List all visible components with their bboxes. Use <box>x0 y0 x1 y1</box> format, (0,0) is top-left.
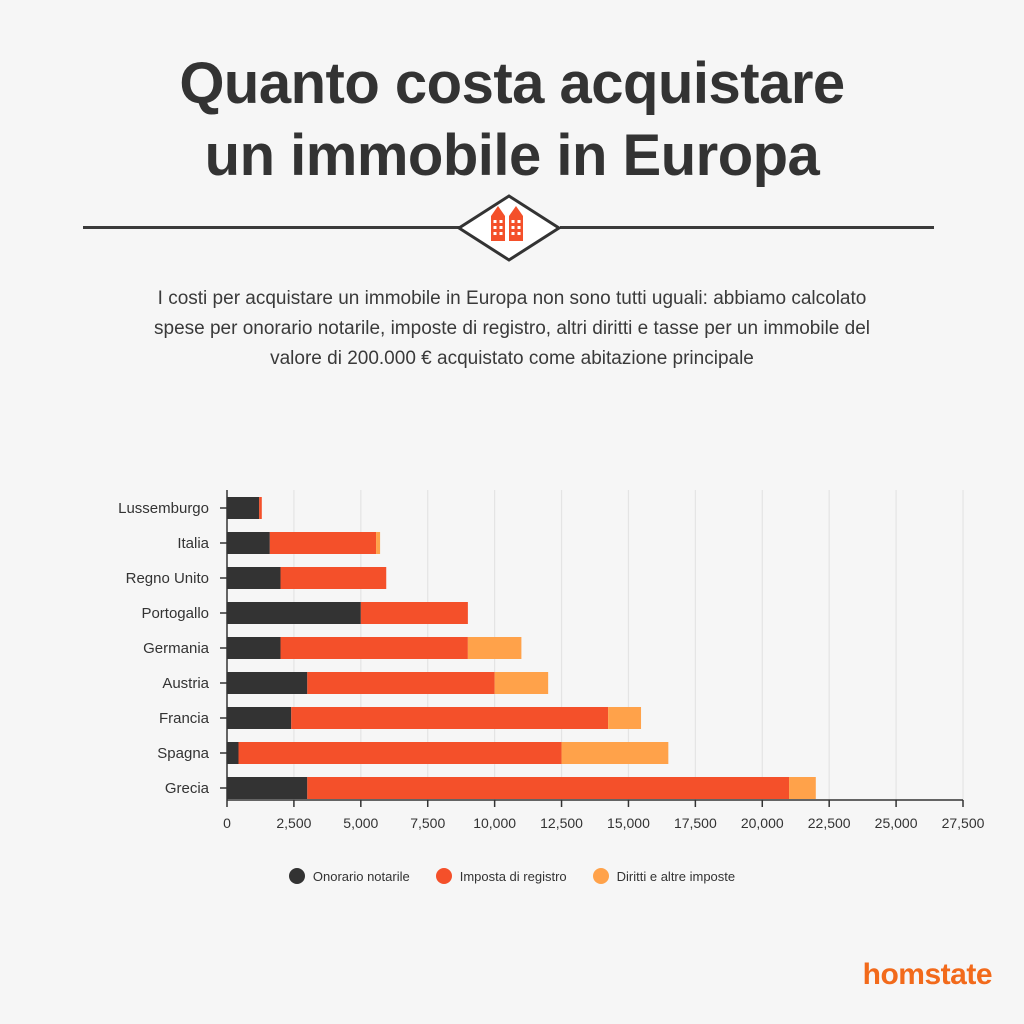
legend-swatch-notary <box>288 868 305 884</box>
bar-segment-registry <box>269 532 377 554</box>
legend-swatch-other <box>592 868 609 884</box>
legend-label-other: Diritti e altre imposte <box>616 868 736 884</box>
divider-left <box>83 226 460 229</box>
y-tick-label: Francia <box>159 710 210 727</box>
x-tick-label: 17,500 <box>674 815 717 831</box>
buildings-icon <box>456 194 562 262</box>
x-tick-label: 20,000 <box>741 815 784 831</box>
bar-segment-registry <box>291 707 609 729</box>
x-tick-label: 5,000 <box>343 815 378 831</box>
diamond-emblem <box>456 194 562 262</box>
bar-segment-other <box>789 777 816 799</box>
legend-item-other: Diritti e altre imposte <box>592 868 736 884</box>
subtitle-line-3: valore di 200.000 € acquistato come abit… <box>270 348 754 369</box>
y-tick-label: Portogallo <box>141 605 209 622</box>
bar-segment-registry <box>259 497 262 519</box>
bar-segment-other <box>561 742 669 764</box>
bar-segment-notary <box>227 672 308 694</box>
x-tick-label: 0 <box>223 815 231 831</box>
y-tick-label: Spagna <box>157 745 209 762</box>
x-tick-label: 25,000 <box>875 815 918 831</box>
bar-segment-other <box>608 707 642 729</box>
title-line-2: un immobile in Europa <box>204 123 820 188</box>
y-tick-label: Grecia <box>165 780 210 797</box>
bar-segment-notary <box>227 742 239 764</box>
x-tick-label: 27,500 <box>942 815 985 831</box>
legend-label-notary: Onorario notarile <box>312 868 410 884</box>
brand-logo: homstate <box>862 958 993 991</box>
bar-segment-notary <box>227 497 260 519</box>
bar-segment-notary <box>227 707 292 729</box>
legend-swatch-registry <box>435 868 452 884</box>
bar-segment-registry <box>238 742 562 764</box>
legend-item-notary: Onorario notarile <box>288 868 410 884</box>
x-tick-label: 15,000 <box>607 815 650 831</box>
bar-segment-notary <box>227 777 308 799</box>
bar-segment-registry <box>360 602 468 624</box>
bar-segment-registry <box>307 672 495 694</box>
bar-segment-notary <box>227 567 281 589</box>
subtitle: I costi per acquistare un immobile in Eu… <box>100 284 924 374</box>
subtitle-line-1: I costi per acquistare un immobile in Eu… <box>157 288 867 309</box>
x-tick-label: 2,500 <box>276 815 311 831</box>
x-tick-label: 10,000 <box>473 815 516 831</box>
y-tick-label: Italia <box>177 535 209 552</box>
legend: Onorario notarile Imposta di registro Di… <box>0 868 1024 884</box>
bar-segment-registry <box>280 637 468 659</box>
bar-segment-other <box>494 672 549 694</box>
bar-segment-notary <box>227 602 361 624</box>
bar-segment-notary <box>227 637 281 659</box>
x-tick-label: 22,500 <box>808 815 851 831</box>
stacked-bar-chart: Lussemburgo Italia Regno Unito Portogallo Ge… <box>118 490 985 831</box>
bar-segment-registry <box>307 777 790 799</box>
subtitle-line-2: spese per onorario notarile, imposte di … <box>154 318 870 339</box>
y-tick-label: Regno Unito <box>126 570 209 587</box>
bar-segment-other <box>467 637 522 659</box>
bar-segment-notary <box>227 532 270 554</box>
y-tick-label: Lussemburgo <box>118 500 209 517</box>
bar-segment-other <box>376 532 381 554</box>
x-tick-label: 12,500 <box>540 815 583 831</box>
legend-item-registry: Imposta di registro <box>435 868 567 884</box>
y-tick-label: Austria <box>162 675 209 692</box>
bar-segment-registry <box>280 567 387 589</box>
divider-right <box>560 226 934 229</box>
legend-label-registry: Imposta di registro <box>459 868 567 884</box>
page-title: Quanto costa acquistare un immobile in E… <box>0 48 1024 192</box>
y-tick-label: Germania <box>143 640 210 657</box>
x-tick-label: 7,500 <box>410 815 445 831</box>
title-line-1: Quanto costa acquistare <box>179 51 845 116</box>
